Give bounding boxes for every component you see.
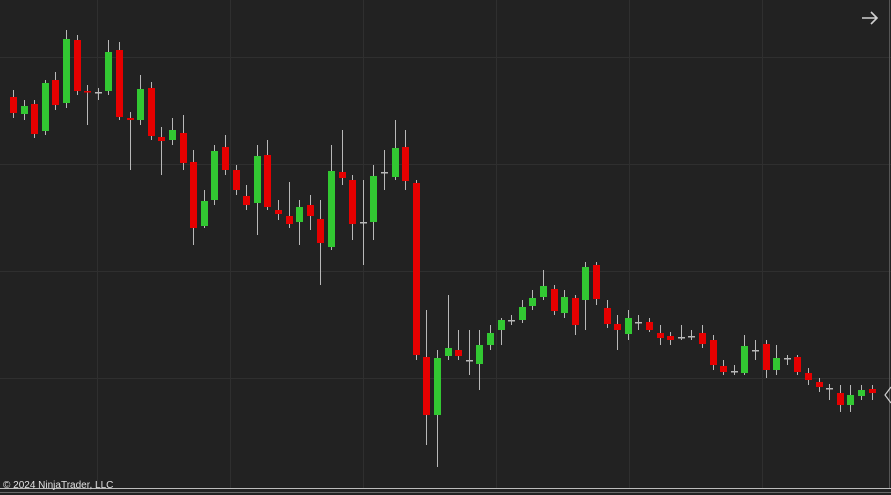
candle-body [307,205,314,216]
candle-body [720,366,727,372]
candle-body [646,322,653,330]
candle-body [31,104,38,134]
candle-body [519,307,526,320]
candle-body [731,371,738,373]
candle-body [837,393,844,405]
candle-body [105,52,112,91]
candle-body [816,382,823,387]
candle-body [84,91,91,93]
candle-body [678,337,685,339]
candle-body [763,344,770,370]
candle-body [275,210,282,214]
candle-body [466,360,473,362]
candle-body [95,92,102,94]
candle-body [561,297,568,313]
candle-body [169,130,176,140]
candle-body [614,324,621,330]
candle-body [201,201,208,226]
candle-body [317,219,324,243]
candle-body [392,148,399,177]
candle-body [847,395,854,405]
candle-body [296,207,303,222]
candle-body [63,39,70,103]
candle-body [148,88,155,136]
candle-body [688,336,695,338]
candle-body [211,151,218,200]
candle-body [826,388,833,390]
candles [10,30,876,467]
candle-body [476,345,483,364]
candle-body [243,196,250,205]
candle-body [582,267,589,300]
candle-body [339,172,346,178]
candle-body [667,336,674,340]
candle-body [116,50,123,117]
candle-body [529,298,536,306]
candle-body [604,308,611,324]
candle-body [370,176,377,222]
candle-body [74,40,81,91]
candle-body [508,320,515,322]
candle-body [137,89,144,120]
candle-body [752,350,759,352]
candle-body [21,106,28,114]
candle-body [381,172,388,174]
candle-body [551,289,558,311]
candle-body [540,286,547,297]
candle-body [858,390,865,396]
candle-body [784,358,791,360]
scroll-arrow-icon[interactable] [862,11,879,25]
candle-body [869,389,876,393]
candle-body [434,358,441,415]
candle-body [593,265,600,299]
candle-body [455,350,462,356]
candle-body [805,373,812,380]
candle-body [710,340,717,365]
candle-body [498,320,505,330]
candle-body [773,358,780,370]
candle-body [10,97,17,113]
candle-body [635,322,642,324]
candle-body [794,357,801,372]
candle-body [222,147,229,170]
candle-body [445,348,452,356]
candle-body [741,346,748,373]
copyright: © 2024 NinjaTrader, LLC [3,480,113,491]
candle-body [360,222,367,224]
candle-body [286,216,293,224]
candle-body [264,155,271,207]
candle-body [413,183,420,355]
candle-body [42,83,49,131]
candle-body [158,137,165,141]
candle-body [572,298,579,325]
candle-body [52,80,59,105]
candle-body [625,318,632,334]
candle-body [699,333,706,344]
candle-body [233,170,240,190]
candle-body [657,333,664,338]
candle-body [254,156,261,203]
candle-body [487,333,494,345]
candle-body [402,147,409,181]
price-marker-handle[interactable] [884,386,891,404]
candle-body [349,180,356,224]
candle-body [127,118,134,120]
candle-body [180,133,187,163]
candle-body [190,162,197,228]
candle-body [423,357,430,415]
candle-body [328,171,335,247]
